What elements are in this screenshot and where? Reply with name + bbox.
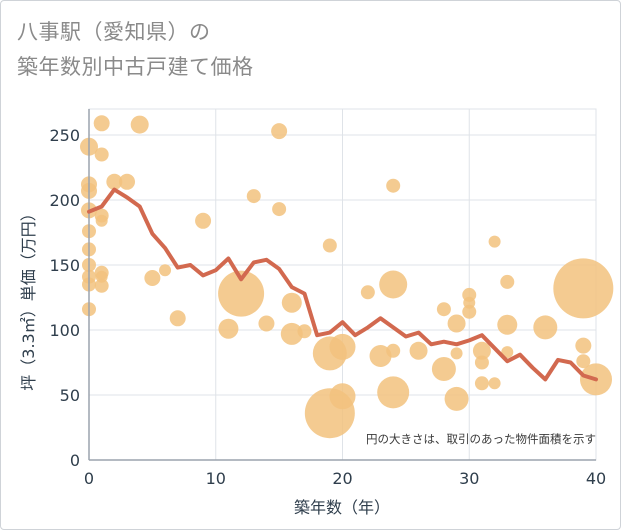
data-point-23	[195, 212, 212, 229]
data-point-32	[297, 324, 312, 339]
data-point-52	[462, 304, 477, 319]
data-point-24	[218, 318, 239, 339]
data-point-44	[409, 341, 428, 360]
chart-title-line1: 八事駅（愛知県）の	[17, 20, 211, 44]
data-point-26	[246, 189, 261, 204]
data-point-27	[258, 315, 275, 332]
data-point-22	[169, 310, 186, 327]
data-point-59	[497, 314, 518, 335]
x-tick-label-2: 20	[332, 469, 352, 488]
data-point-53	[472, 341, 491, 360]
data-point-29	[272, 202, 287, 217]
tick-labels: 0 10 20 30 40 0 50 100 150 200 250	[49, 126, 606, 488]
data-point-43	[377, 376, 410, 409]
data-point-39	[369, 345, 392, 367]
data-point-16	[94, 278, 109, 293]
data-point-40	[386, 178, 401, 193]
x-tick-label-4: 40	[586, 469, 606, 488]
data-point-13	[95, 214, 108, 227]
y-tick-label-0: 0	[70, 451, 80, 470]
data-point-38	[360, 285, 375, 300]
data-point-30	[281, 292, 302, 313]
data-point-58	[500, 274, 515, 289]
data-point-54	[474, 355, 489, 370]
data-point-57	[488, 377, 501, 390]
data-point-41	[379, 270, 408, 299]
data-point-28	[271, 123, 288, 140]
data-point-45	[436, 302, 451, 317]
data-point-11	[94, 147, 109, 162]
x-tick-label-1: 10	[206, 469, 226, 488]
data-point-64	[576, 354, 591, 369]
data-point-49	[444, 386, 469, 411]
y-tick-label-2: 100	[49, 321, 80, 340]
x-axis-label: 築年数（年）	[294, 498, 390, 517]
x-tick-label-0: 0	[84, 469, 94, 488]
size-legend-note: 円の大きさは、取引のあった物件面積を示す	[366, 432, 596, 446]
data-point-33	[322, 238, 337, 253]
data-point-46	[431, 357, 456, 381]
data-point-42	[386, 343, 401, 358]
data-point-56	[488, 235, 501, 248]
y-axis-label: 坪（3.3㎡）単価（万円）	[19, 205, 38, 390]
y-tick-label-5: 250	[49, 126, 80, 145]
data-point-18	[119, 173, 136, 190]
x-tick-label-3: 30	[459, 469, 479, 488]
data-point-31	[280, 322, 303, 345]
data-point-47	[447, 314, 466, 333]
data-point-10	[93, 115, 110, 132]
data-point-63	[575, 337, 592, 354]
data-point-48	[450, 347, 463, 360]
data-point-17	[106, 173, 123, 190]
data-point-60	[501, 346, 514, 359]
data-point-36	[329, 333, 356, 360]
axes	[88, 109, 596, 461]
chart-title: 八事駅（愛知県）の 築年数別中古戸建て価格	[17, 15, 254, 85]
y-tick-label-4: 200	[49, 191, 80, 210]
bubble-layer	[80, 115, 614, 439]
data-point-37	[329, 383, 356, 410]
data-point-20	[144, 270, 161, 286]
trend-line	[87, 187, 598, 382]
data-point-61	[533, 315, 558, 340]
y-tick-label-3: 150	[49, 256, 80, 275]
data-point-25	[218, 270, 265, 317]
data-point-62	[553, 258, 614, 319]
data-point-19	[130, 115, 149, 134]
data-point-55	[474, 376, 489, 391]
y-tick-label-1: 50	[60, 386, 80, 405]
chart-title-line2: 築年数別中古戸建て価格	[17, 55, 254, 79]
data-point-21	[159, 264, 172, 277]
